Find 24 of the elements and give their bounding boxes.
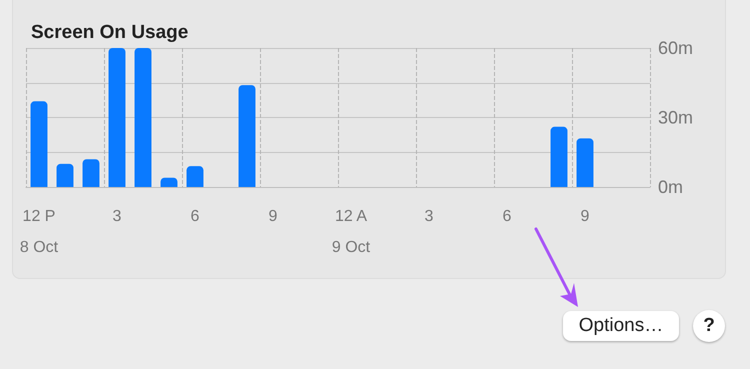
y-tick-label: 30m	[658, 108, 694, 128]
chart-title: Screen On Usage	[31, 22, 188, 43]
x-tick-label: 3	[112, 208, 122, 225]
x-tick-label: 9	[268, 208, 278, 225]
text: Options…	[563, 311, 679, 341]
bar	[160, 178, 178, 187]
x-tick-label: 12 P 8 Oct	[20, 208, 59, 256]
x-tick-label: 9	[580, 208, 590, 225]
bar	[238, 85, 256, 187]
x-tick-label: 6	[502, 208, 512, 225]
bar	[56, 164, 74, 187]
bar	[134, 48, 152, 187]
text: ?	[693, 310, 725, 342]
x-tick-label: 6	[190, 208, 200, 225]
x-tick-label: 12 A 9 Oct	[332, 208, 371, 256]
bar	[108, 48, 126, 187]
bar	[186, 166, 204, 187]
y-tick-label: 0m	[658, 177, 684, 197]
y-tick-label: 60m	[658, 38, 694, 58]
bar	[550, 126, 568, 187]
x-tick-label: 3	[424, 208, 434, 225]
bar	[82, 159, 100, 187]
bar	[576, 138, 594, 187]
bar	[30, 101, 48, 187]
